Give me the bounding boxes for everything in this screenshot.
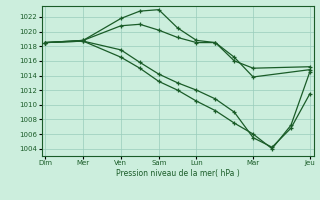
X-axis label: Pression niveau de la mer( hPa ): Pression niveau de la mer( hPa ) [116, 169, 239, 178]
